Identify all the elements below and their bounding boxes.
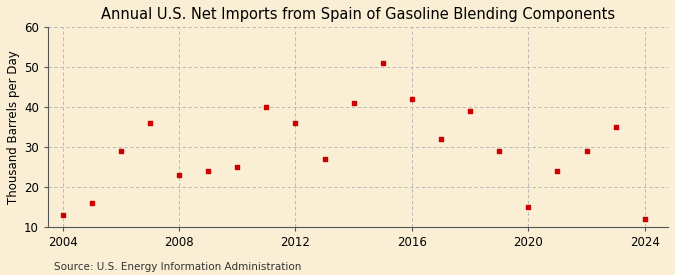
Point <box>523 205 534 209</box>
Point <box>610 125 621 129</box>
Point <box>406 97 417 101</box>
Text: Source: U.S. Energy Information Administration: Source: U.S. Energy Information Administ… <box>54 262 301 272</box>
Point <box>57 213 68 217</box>
Point <box>290 121 301 125</box>
Y-axis label: Thousand Barrels per Day: Thousand Barrels per Day <box>7 50 20 204</box>
Point <box>86 201 97 205</box>
Point <box>435 137 446 141</box>
Point <box>581 149 592 153</box>
Title: Annual U.S. Net Imports from Spain of Gasoline Blending Components: Annual U.S. Net Imports from Spain of Ga… <box>101 7 615 22</box>
Point <box>144 121 155 125</box>
Point <box>639 217 650 221</box>
Point <box>115 149 126 153</box>
Point <box>464 109 475 113</box>
Point <box>202 169 213 173</box>
Point <box>348 101 359 105</box>
Point <box>319 157 330 161</box>
Point <box>552 169 563 173</box>
Point <box>261 105 272 109</box>
Point <box>377 61 388 65</box>
Point <box>494 149 505 153</box>
Point <box>232 165 242 169</box>
Point <box>173 173 184 177</box>
